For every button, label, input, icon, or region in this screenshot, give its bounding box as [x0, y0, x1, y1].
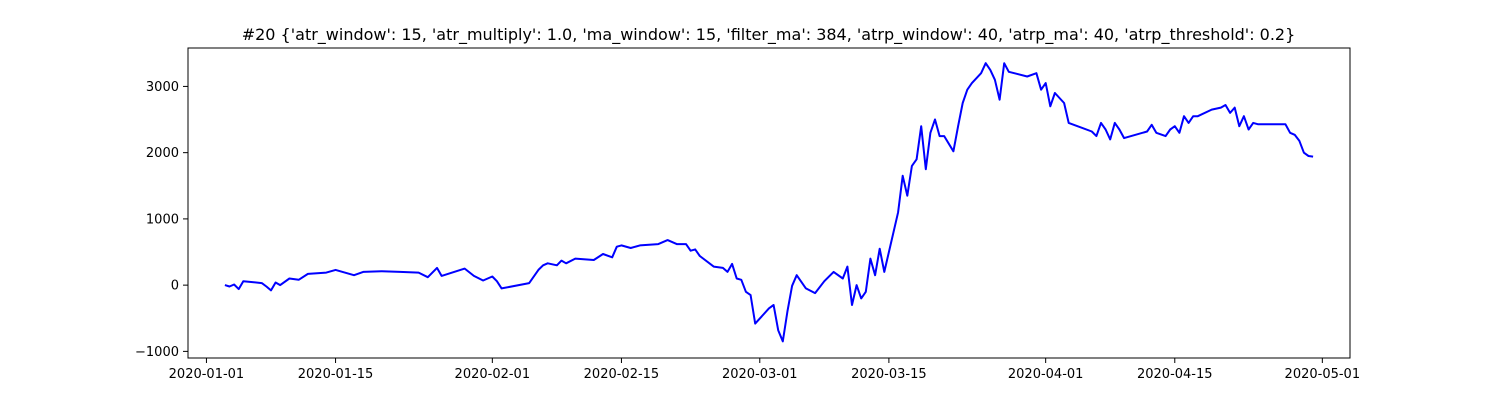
x-tick-label: 2020-01-15	[298, 367, 374, 382]
y-axis: −1000 0 1000 2000 3000	[135, 80, 188, 360]
x-tick-label: 2020-01-01	[169, 367, 245, 382]
x-tick-label: 2020-03-15	[851, 367, 927, 382]
x-tick-label: 2020-04-01	[1008, 367, 1084, 382]
x-axis: 2020-01-01 2020-01-15 2020-02-01 2020-02-15…	[169, 358, 1360, 382]
y-tick-label: 2000	[146, 146, 179, 161]
series-line	[224, 62, 1314, 343]
x-tick-label: 2020-05-01	[1285, 367, 1361, 382]
y-tick-label: −1000	[135, 345, 179, 360]
x-tick-label: 2020-02-01	[455, 367, 531, 382]
x-tick-label: 2020-02-15	[584, 367, 660, 382]
x-tick-label: 2020-03-01	[722, 367, 798, 382]
y-tick-label: 0	[171, 279, 179, 294]
x-tick-label: 2020-04-15	[1137, 367, 1213, 382]
plot-area	[187, 47, 1351, 359]
y-tick-label: 1000	[146, 212, 179, 227]
axes-frame	[187, 47, 1351, 359]
chart-title: #20 {'atr_window': 15, 'atr_multiply': 1…	[242, 25, 1296, 45]
y-tick-label: 3000	[146, 80, 179, 95]
